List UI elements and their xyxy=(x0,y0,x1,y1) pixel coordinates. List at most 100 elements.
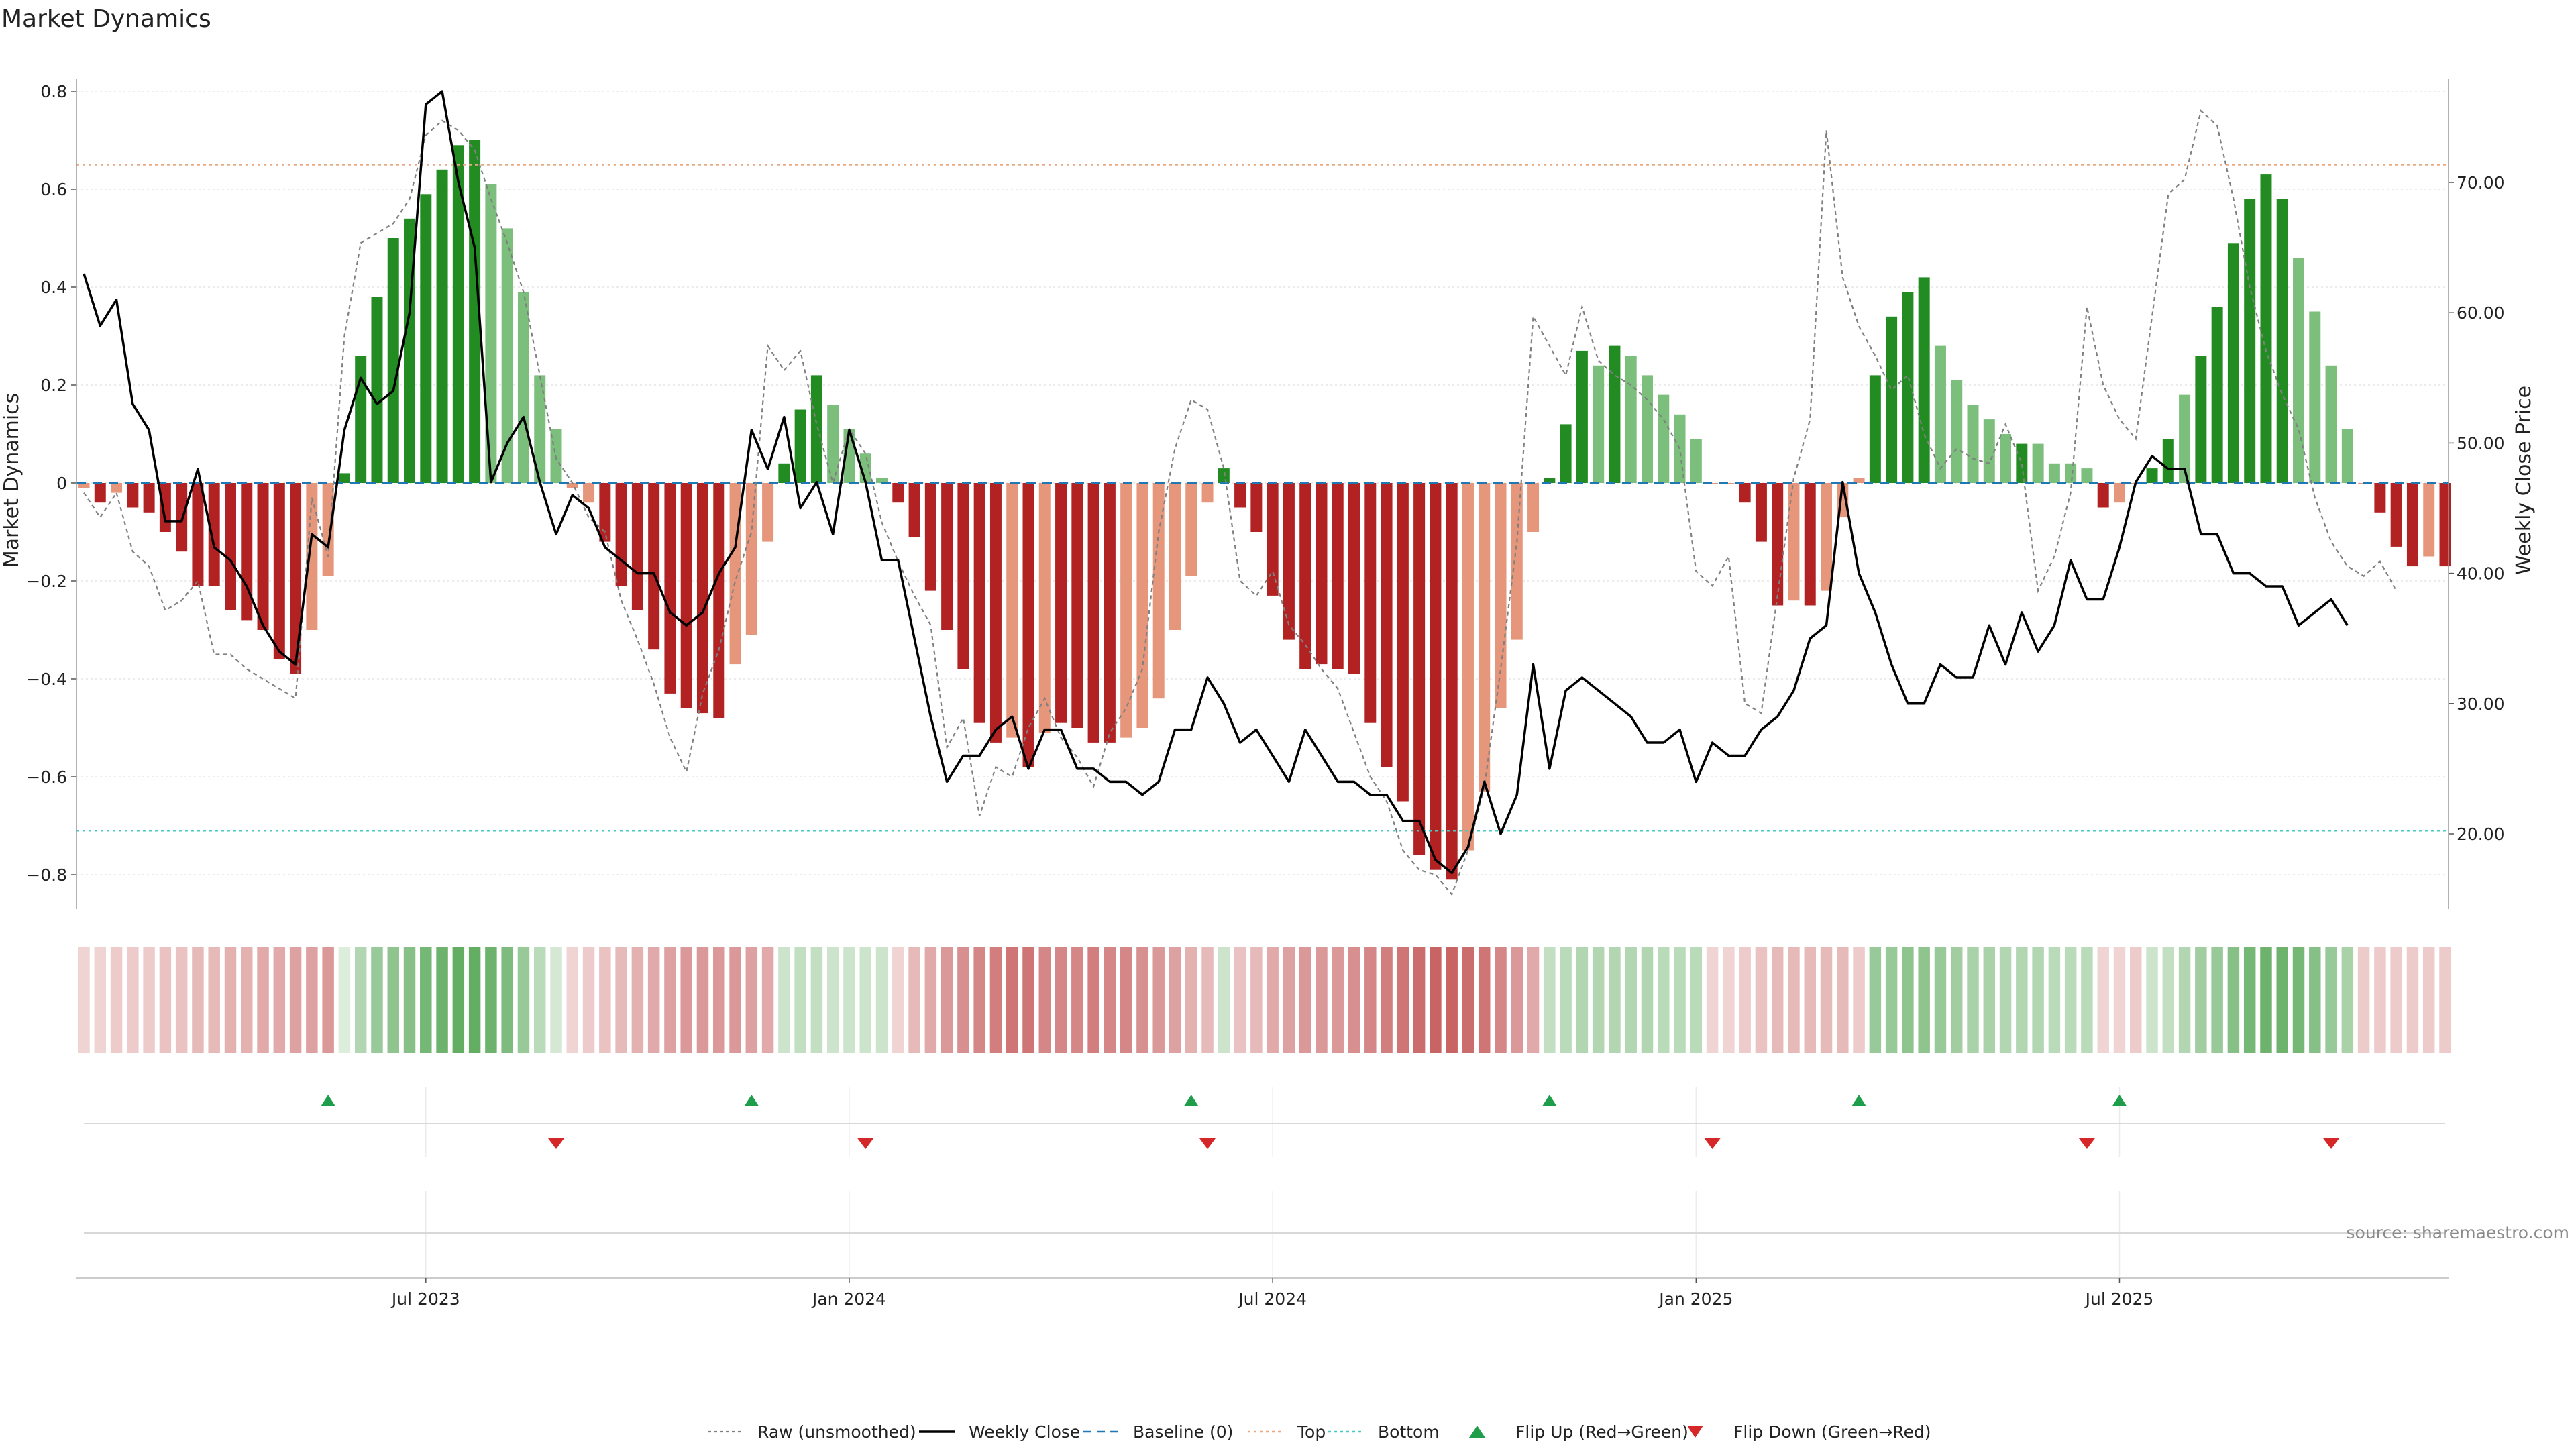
heat-cell xyxy=(1918,947,1930,1053)
heat-cell xyxy=(208,947,220,1053)
heat-cell xyxy=(2227,947,2240,1053)
dynamics-bar xyxy=(1967,405,1979,483)
heat-cell xyxy=(1690,947,1703,1053)
dynamics-bar xyxy=(745,483,757,635)
dynamics-bar xyxy=(208,483,220,586)
left-tick-label: 0 xyxy=(56,474,67,493)
heat-cell xyxy=(989,947,1002,1053)
dynamics-bar xyxy=(1723,483,1735,484)
heat-cell xyxy=(1527,947,1540,1053)
dynamics-bar xyxy=(1364,483,1377,723)
legend-label-baseline: Baseline (0) xyxy=(1133,1422,1233,1442)
heat-cell xyxy=(2178,947,2191,1053)
heat-cell xyxy=(241,947,253,1053)
market-dynamics-bars xyxy=(78,140,2451,880)
heat-cell xyxy=(517,947,530,1053)
heat-cell xyxy=(1201,947,1214,1053)
heat-cell xyxy=(1022,947,1034,1053)
left-tick-label: 0.6 xyxy=(40,180,67,199)
heat-cell xyxy=(550,947,562,1053)
dynamics-bar xyxy=(1641,375,1653,483)
dynamics-bar xyxy=(1479,483,1491,792)
dynamics-bar xyxy=(599,483,611,542)
heat-cell xyxy=(1413,947,1426,1053)
heat-cell xyxy=(1576,947,1589,1053)
dynamics-bar xyxy=(892,483,904,503)
left-axis-ticks: 0.8 0.6 0.4 0.2 0 −0.2 −0.4 −0.6 −0.8 xyxy=(26,82,76,885)
dynamics-bar xyxy=(355,356,367,483)
heat-cell xyxy=(468,947,481,1053)
dynamics-bar xyxy=(2000,434,2012,483)
dynamics-bar xyxy=(78,483,90,488)
heat-cell xyxy=(1136,947,1148,1053)
heat-cell xyxy=(1071,947,1083,1053)
dynamics-bar xyxy=(241,483,253,621)
heat-cell xyxy=(1674,947,1686,1053)
heat-cell xyxy=(1283,947,1295,1053)
heat-cell xyxy=(2406,947,2419,1053)
heat-cell xyxy=(257,947,269,1053)
flip-up-marker xyxy=(2112,1095,2127,1106)
flip-down-marker xyxy=(2078,1138,2095,1149)
dynamics-bar xyxy=(827,405,839,483)
heat-cell xyxy=(1038,947,1051,1053)
dynamics-bar xyxy=(2227,243,2239,483)
heat-cell xyxy=(1592,947,1605,1053)
heat-cell xyxy=(1381,947,1393,1053)
flip-markers-panel xyxy=(84,1087,2445,1157)
dynamics-bar xyxy=(1087,483,1099,743)
flip-down-marker xyxy=(1704,1138,1721,1149)
dynamics-bar xyxy=(1495,483,1507,708)
heat-cell xyxy=(1511,947,1523,1053)
heat-cell xyxy=(1495,947,1507,1053)
dynamics-bar xyxy=(273,483,285,659)
heat-cell xyxy=(2211,947,2223,1053)
dynamics-bar xyxy=(680,483,692,708)
x-tick-label: Jul 2023 xyxy=(390,1289,460,1309)
dynamics-bar xyxy=(338,473,350,483)
heat-cell xyxy=(908,947,920,1053)
dynamics-bar xyxy=(1348,483,1360,674)
heat-cell xyxy=(1739,947,1751,1053)
heat-cell xyxy=(1316,947,1328,1053)
heat-cell xyxy=(859,947,871,1053)
dynamics-bar xyxy=(1609,345,1621,483)
heat-cell xyxy=(192,947,204,1053)
legend: Raw (unsmoothed) Weekly Close Baseline (0)… xyxy=(708,1422,1931,1442)
dynamics-bar xyxy=(469,140,481,483)
heat-cell xyxy=(2130,947,2142,1053)
flip-up-marker xyxy=(321,1095,336,1106)
heat-cell xyxy=(1430,947,1442,1053)
dynamics-bar xyxy=(1446,483,1458,880)
heat-cell xyxy=(1658,947,1670,1053)
dynamics-bar xyxy=(1527,483,1540,532)
x-tick-label: Jan 2024 xyxy=(811,1289,886,1309)
flip-up-marker xyxy=(1851,1095,1867,1106)
heat-cell xyxy=(826,947,839,1053)
dynamics-bar xyxy=(1397,483,1409,802)
heat-cell xyxy=(2162,947,2175,1053)
dynamics-bar xyxy=(762,483,774,542)
heat-cell xyxy=(1185,947,1197,1053)
heat-cell xyxy=(2097,947,2109,1053)
flip-up-marker xyxy=(1542,1095,1557,1106)
dynamics-bar xyxy=(1381,483,1393,767)
dynamics-bar xyxy=(2081,468,2093,483)
heat-cell xyxy=(1869,947,1882,1053)
dynamics-bar xyxy=(631,483,643,610)
dynamics-bar xyxy=(1267,483,1279,596)
raw-series-line xyxy=(83,109,2398,896)
dynamics-bar xyxy=(143,483,155,513)
heat-cell xyxy=(729,947,741,1053)
heat-cell xyxy=(615,947,627,1053)
heat-cell xyxy=(501,947,513,1053)
heat-cell xyxy=(713,947,725,1053)
dynamics-bar xyxy=(127,483,139,508)
dynamics-bar xyxy=(908,483,920,537)
dynamics-bar xyxy=(2097,483,2109,508)
heat-cell xyxy=(2325,947,2337,1053)
heat-cell xyxy=(436,947,448,1053)
dynamics-bar xyxy=(1576,350,1588,483)
dynamics-bar xyxy=(1136,483,1148,728)
dynamics-bar xyxy=(387,238,399,483)
